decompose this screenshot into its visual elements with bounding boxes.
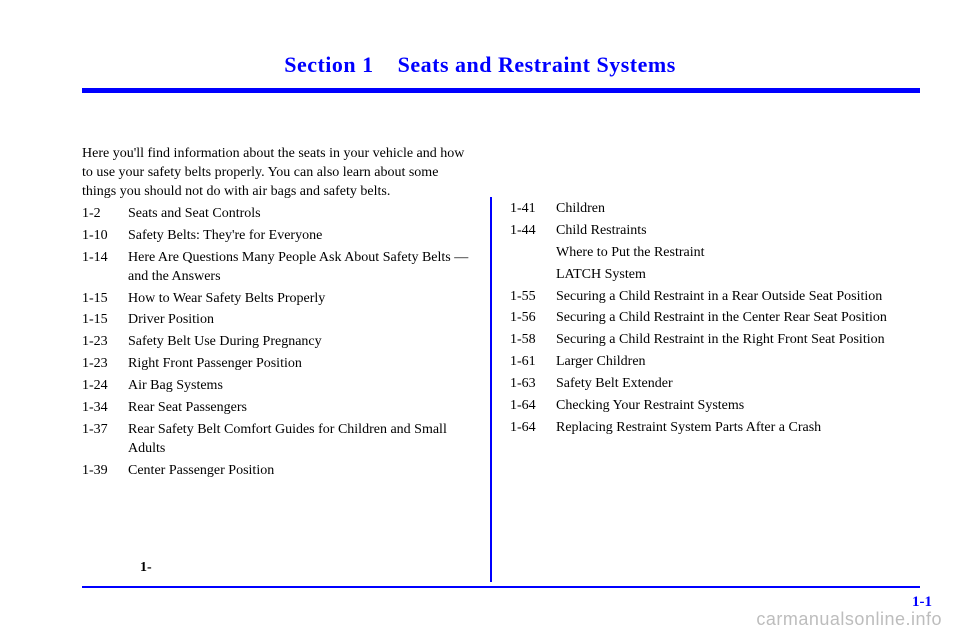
- toc-entry-title: Replacing Restraint System Parts After a…: [556, 419, 910, 438]
- toc-row: 1-44Child Restraints: [510, 222, 910, 241]
- toc-entry-title: Safety Belt Use During Pregnancy: [128, 333, 472, 352]
- toc-entry-title: Air Bag Systems: [128, 377, 472, 396]
- toc-entry-title: Securing a Child Restraint in the Center…: [556, 309, 910, 328]
- toc-entry-title: Child Restraints: [556, 222, 910, 241]
- toc-column-right: 1-41Children1-44Child RestraintsWhere to…: [510, 200, 910, 441]
- toc-row: 1-63Safety Belt Extender: [510, 375, 910, 394]
- toc-entry-title: Safety Belt Extender: [556, 375, 910, 394]
- toc-entry-title: Children: [556, 200, 910, 219]
- toc-entry-title: LATCH System: [556, 266, 910, 285]
- section-label: Section 1: [284, 52, 373, 77]
- toc-row: 1-41Children: [510, 200, 910, 219]
- toc-entry-title: Seats and Seat Controls: [128, 205, 472, 224]
- toc-row: Where to Put the Restraint: [510, 244, 910, 263]
- horizontal-rule-top: [82, 88, 920, 93]
- toc-page-ref: 1-23: [82, 333, 128, 352]
- toc-entry-title: Larger Children: [556, 353, 910, 372]
- toc-row: 1-34Rear Seat Passengers: [82, 399, 472, 418]
- toc-entry-title: Where to Put the Restraint: [556, 244, 910, 263]
- toc-row: 1-2Seats and Seat Controls: [82, 205, 472, 224]
- toc-entry-title: Securing a Child Restraint in the Right …: [556, 331, 910, 350]
- toc-entry-title: Rear Safety Belt Comfort Guides for Chil…: [128, 421, 472, 459]
- toc-entry-title: Center Passenger Position: [128, 462, 472, 481]
- toc-page-ref: 1-10: [82, 227, 128, 246]
- toc-entry-title: Rear Seat Passengers: [128, 399, 472, 418]
- toc-row: 1-39Center Passenger Position: [82, 462, 472, 481]
- toc-row: 1-64Replacing Restraint System Parts Aft…: [510, 419, 910, 438]
- watermark: carmanualsonline.info: [756, 609, 942, 630]
- toc-page-ref: 1-63: [510, 375, 556, 394]
- toc-page-ref: 1-41: [510, 200, 556, 219]
- toc-row: 1-58Securing a Child Restraint in the Ri…: [510, 331, 910, 350]
- toc-row: 1-14Here Are Questions Many People Ask A…: [82, 249, 472, 287]
- toc-page-ref: 1-24: [82, 377, 128, 396]
- toc-row: LATCH System: [510, 266, 910, 285]
- toc-page-ref: 1-15: [82, 311, 128, 330]
- toc-page-ref: 1-61: [510, 353, 556, 372]
- toc-page-ref: 1-15: [82, 290, 128, 309]
- toc-row: 1-56Securing a Child Restraint in the Ce…: [510, 309, 910, 328]
- toc-page-ref: 1-58: [510, 331, 556, 350]
- toc-page-ref: 1-2: [82, 205, 128, 224]
- toc-row: 1-15How to Wear Safety Belts Properly: [82, 290, 472, 309]
- toc-page-ref: 1-55: [510, 288, 556, 307]
- toc-page-ref: 1-64: [510, 397, 556, 416]
- toc-page-ref: 1-14: [82, 249, 128, 268]
- toc-page-ref: 1-44: [510, 222, 556, 241]
- toc-entry-title: Safety Belts: They're for Everyone: [128, 227, 472, 246]
- toc-page-ref: 1-37: [82, 421, 128, 440]
- toc-entry-title: Right Front Passenger Position: [128, 355, 472, 374]
- toc-entry-title: Driver Position: [128, 311, 472, 330]
- toc-page-ref: 1-34: [82, 399, 128, 418]
- section-header: Section 1 Seats and Restraint Systems: [0, 52, 960, 78]
- toc-row: 1-61Larger Children: [510, 353, 910, 372]
- toc-entry-title: How to Wear Safety Belts Properly: [128, 290, 472, 309]
- toc-row: 1-15Driver Position: [82, 311, 472, 330]
- toc-page-ref: 1-56: [510, 309, 556, 328]
- toc-entry-title: Checking Your Restraint Systems: [556, 397, 910, 416]
- intro-paragraph: Here you'll find information about the s…: [82, 145, 472, 202]
- toc-column-left: 1-2Seats and Seat Controls1-10Safety Bel…: [82, 205, 472, 484]
- toc-entry-title: Securing a Child Restraint in a Rear Out…: [556, 288, 910, 307]
- toc-row: 1-10Safety Belts: They're for Everyone: [82, 227, 472, 246]
- toc-row: 1-37Rear Safety Belt Comfort Guides for …: [82, 421, 472, 459]
- toc-row: 1-24Air Bag Systems: [82, 377, 472, 396]
- horizontal-rule-bottom: [82, 586, 920, 588]
- section-title: Seats and Restraint Systems: [398, 52, 676, 77]
- column-divider: [490, 197, 492, 582]
- toc-page-ref: 1-23: [82, 355, 128, 374]
- page-number-inner: 1-: [140, 560, 152, 576]
- toc-entry-title: Here Are Questions Many People Ask About…: [128, 249, 472, 287]
- toc-row: 1-64Checking Your Restraint Systems: [510, 397, 910, 416]
- toc-row: 1-55Securing a Child Restraint in a Rear…: [510, 288, 910, 307]
- toc-page-ref: 1-64: [510, 419, 556, 438]
- toc-row: 1-23Safety Belt Use During Pregnancy: [82, 333, 472, 352]
- toc-row: 1-23Right Front Passenger Position: [82, 355, 472, 374]
- toc-page-ref: 1-39: [82, 462, 128, 481]
